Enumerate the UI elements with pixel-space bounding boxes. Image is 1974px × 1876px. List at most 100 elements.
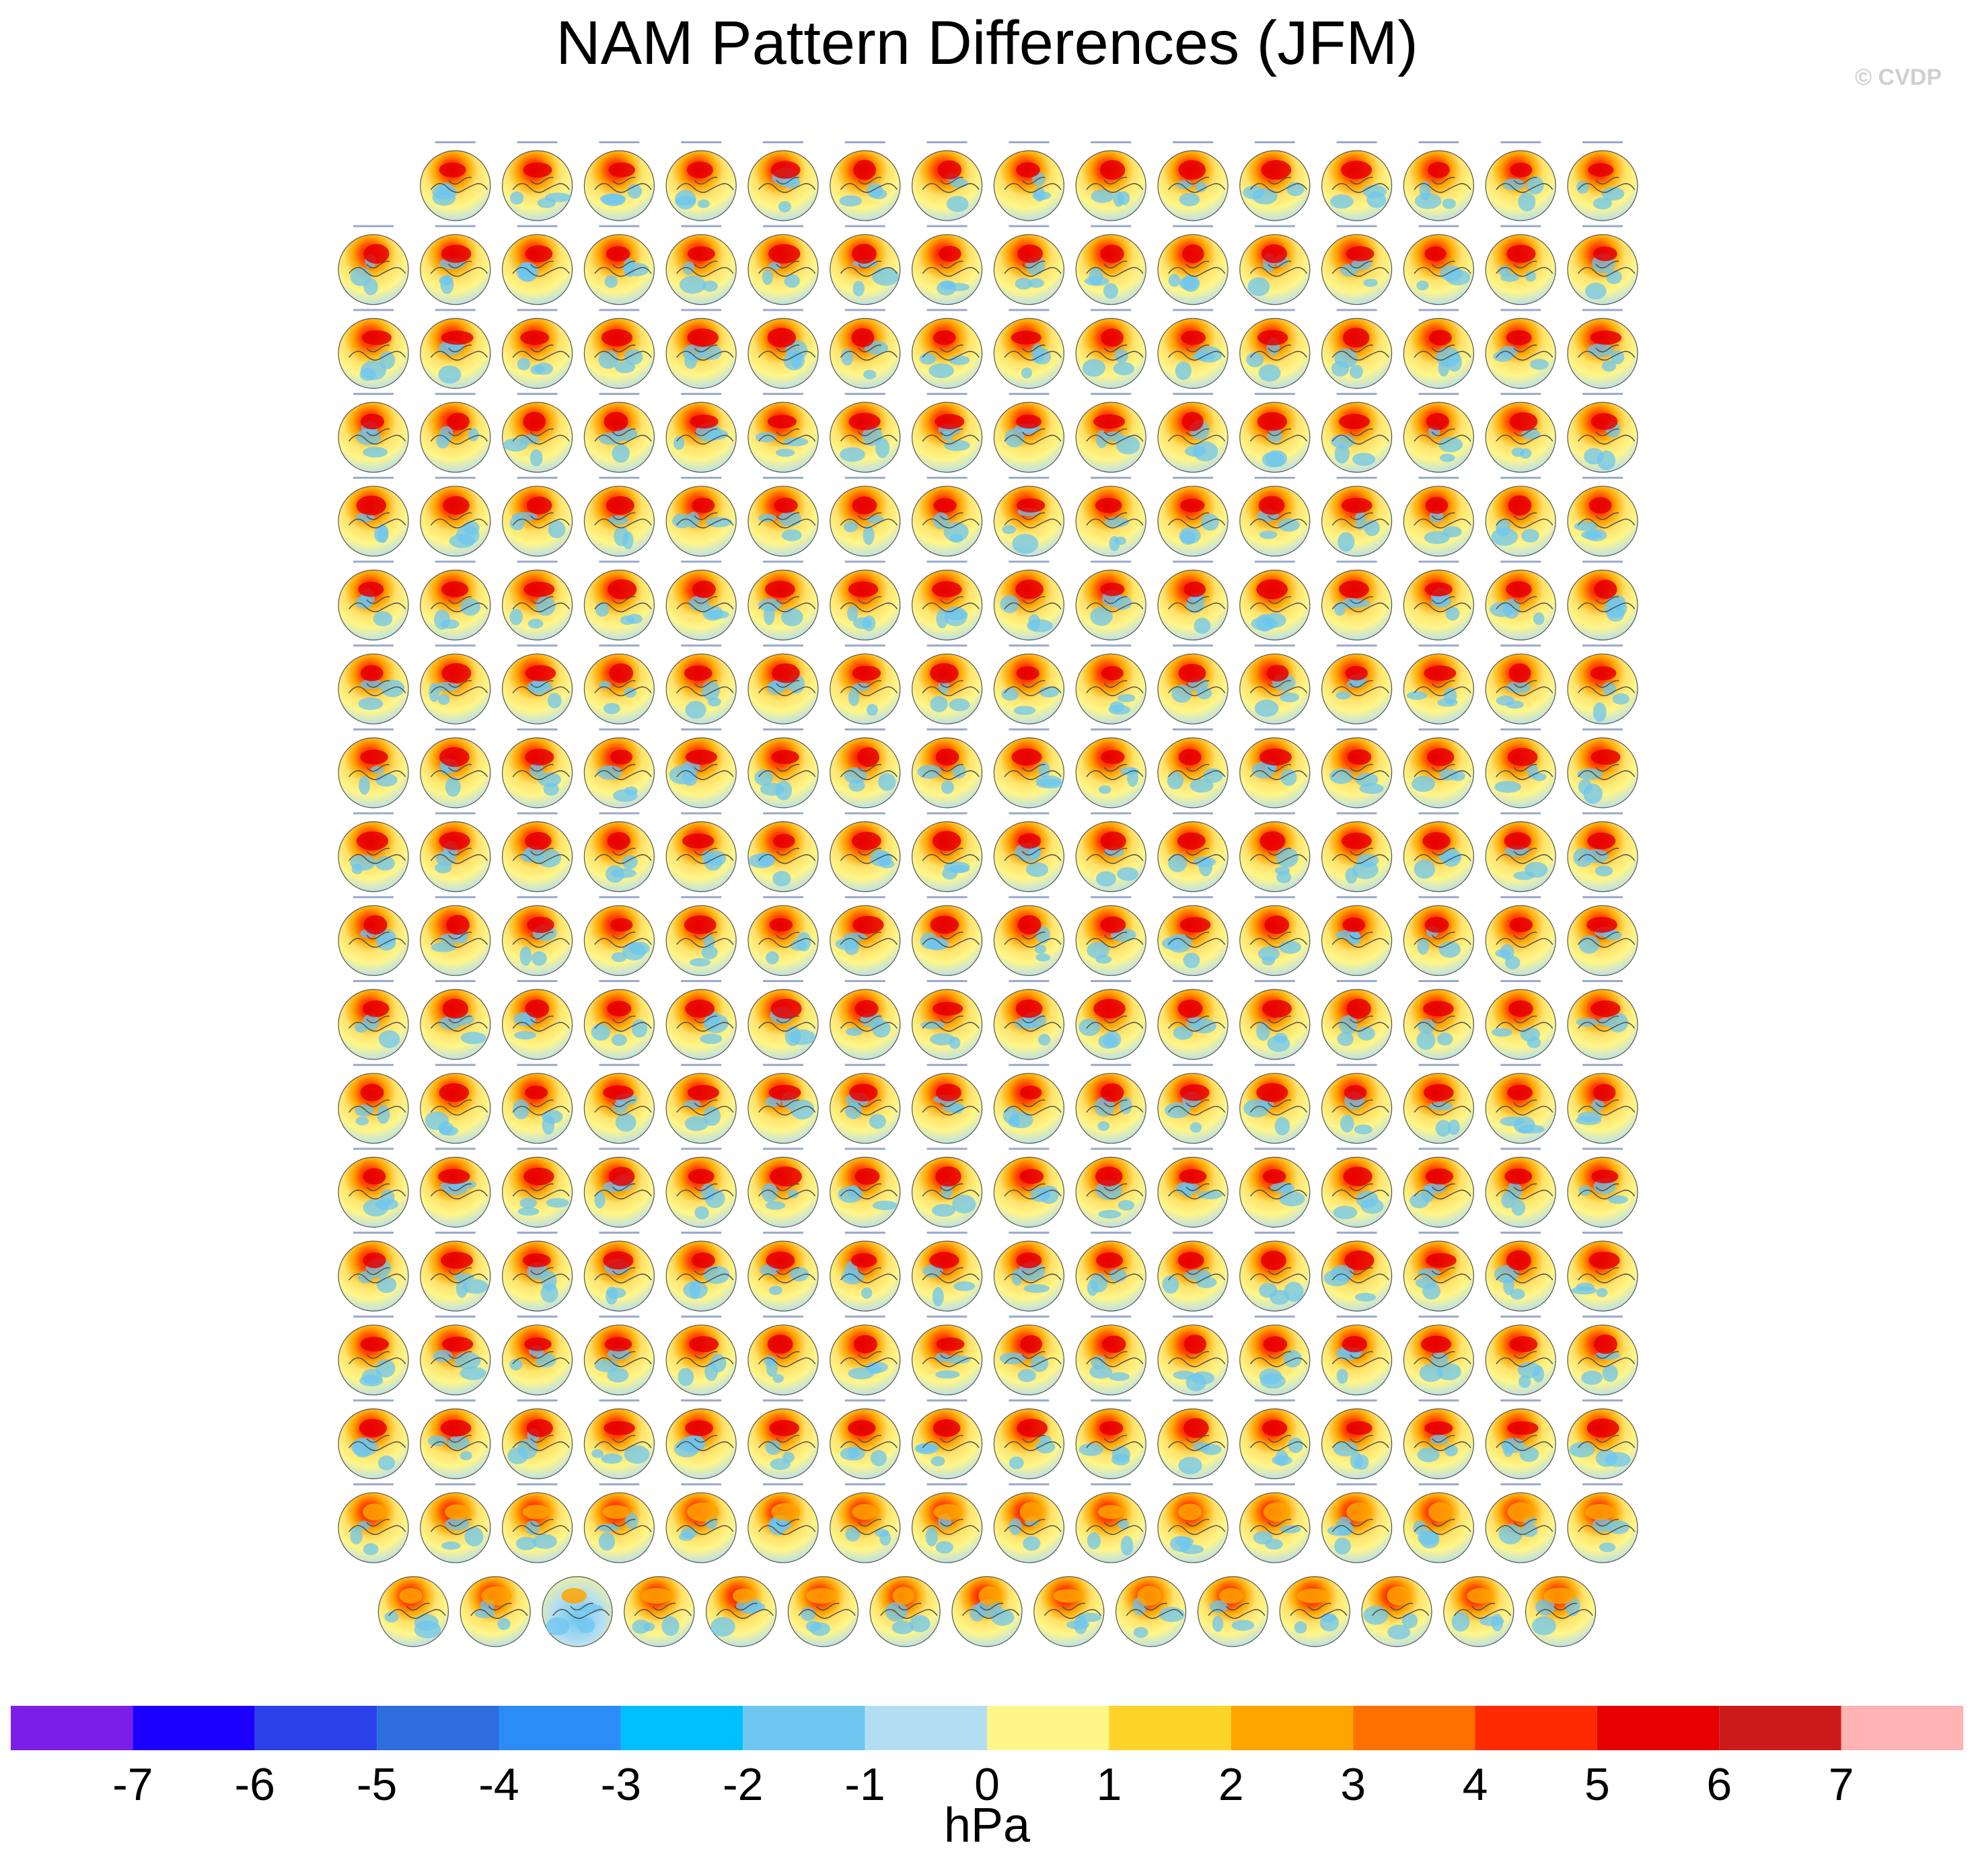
coastline — [349, 512, 406, 529]
negative-anomaly — [1337, 1031, 1354, 1047]
negative-anomaly — [1203, 768, 1223, 784]
negative-anomaly — [840, 447, 865, 462]
map-panel — [1321, 812, 1393, 893]
panel-caption — [1091, 1063, 1132, 1066]
map-panel — [747, 1315, 819, 1396]
negative-anomaly — [1518, 1124, 1545, 1134]
negative-anomaly — [1183, 952, 1200, 969]
panel-caption — [599, 560, 640, 563]
negative-anomaly — [1087, 942, 1109, 959]
panel-caption — [435, 560, 476, 563]
negative-anomaly — [1011, 1269, 1023, 1286]
map-disc — [747, 1324, 819, 1396]
map-panel — [1157, 560, 1229, 641]
negative-anomaly — [1254, 700, 1279, 717]
panel-caption — [1336, 728, 1377, 730]
positive-anomaly — [732, 1588, 756, 1604]
coastline — [1578, 1519, 1636, 1535]
coastline — [676, 1015, 734, 1032]
coastline — [1578, 1099, 1636, 1116]
coastline — [840, 428, 898, 445]
coastline — [962, 1602, 1020, 1619]
map-panel — [501, 309, 573, 389]
negative-anomaly — [532, 1534, 557, 1549]
panel-caption — [517, 980, 558, 982]
coastline — [1578, 848, 1636, 864]
coastline — [1086, 596, 1144, 613]
panel-caption — [1091, 1483, 1132, 1486]
positive-anomaly — [1467, 1588, 1493, 1604]
negative-anomaly — [530, 679, 547, 692]
positive-anomaly — [854, 1168, 880, 1185]
map-disc — [911, 1408, 983, 1480]
map-panel — [377, 1576, 449, 1647]
map-panel — [501, 393, 573, 473]
negative-anomaly — [1168, 854, 1187, 872]
panel-caption — [517, 1232, 558, 1234]
coastline — [1086, 932, 1144, 948]
map-panel — [1485, 728, 1556, 809]
positive-anomaly — [1015, 999, 1043, 1018]
coastline — [1249, 1267, 1307, 1283]
map-disc — [830, 317, 901, 389]
negative-anomaly — [1595, 1449, 1617, 1467]
positive-anomaly — [1182, 244, 1204, 264]
positive-anomaly — [438, 1168, 470, 1185]
map-panel — [1403, 1399, 1474, 1480]
negative-anomaly — [765, 1440, 781, 1455]
negative-anomaly — [852, 682, 871, 691]
negative-anomaly — [1513, 871, 1535, 880]
map-panel — [1403, 393, 1474, 473]
positive-anomaly — [1096, 1252, 1124, 1269]
coastline — [512, 1267, 570, 1283]
map-disc — [993, 402, 1065, 473]
map-disc — [1403, 150, 1474, 221]
negative-anomaly — [781, 529, 802, 541]
panel-caption — [1418, 1148, 1459, 1150]
panel-caption — [844, 1399, 885, 1402]
positive-anomaly — [604, 1421, 636, 1435]
positive-anomaly — [1101, 328, 1124, 347]
coastline — [594, 932, 652, 948]
panel-caption — [517, 812, 558, 815]
panel-caption — [1091, 1399, 1132, 1402]
map-panel — [1157, 1399, 1229, 1480]
negative-anomaly — [1436, 1033, 1453, 1046]
map-panel — [1239, 728, 1311, 809]
negative-anomaly — [1527, 176, 1544, 194]
negative-anomaly — [757, 852, 774, 866]
colorbar-tick-label: -3 — [601, 1759, 641, 1810]
negative-anomaly — [949, 1037, 961, 1049]
panel-caption — [517, 393, 558, 396]
negative-anomaly — [1354, 1124, 1373, 1135]
negative-anomaly — [844, 938, 860, 955]
coastline — [512, 176, 570, 193]
negative-anomaly — [703, 934, 715, 949]
coastline — [1496, 1519, 1553, 1535]
coastline — [1331, 1015, 1389, 1032]
negative-anomaly — [942, 1102, 965, 1113]
map-disc — [583, 150, 655, 221]
coastline — [1004, 1099, 1062, 1116]
negative-anomaly — [1113, 362, 1134, 375]
coastline — [758, 596, 816, 613]
negative-anomaly — [1097, 1121, 1110, 1131]
map-panel — [583, 1148, 655, 1228]
panel-caption — [763, 393, 803, 396]
negative-anomaly — [1243, 1098, 1270, 1118]
negative-anomaly — [1194, 182, 1207, 192]
negative-anomaly — [1021, 367, 1033, 379]
negative-anomaly — [1095, 430, 1108, 449]
map-disc — [747, 402, 819, 473]
map-panel — [993, 1399, 1065, 1480]
negative-anomaly — [607, 1348, 631, 1360]
map-panel — [1485, 896, 1556, 976]
negative-anomaly — [762, 269, 773, 285]
negative-anomaly — [1162, 1275, 1179, 1294]
panel-caption — [681, 1063, 722, 1066]
negative-anomaly — [772, 1374, 784, 1383]
negative-anomaly — [775, 448, 795, 457]
negative-anomaly — [1294, 1621, 1307, 1634]
positive-anomaly — [609, 663, 634, 683]
negative-anomaly — [1592, 1517, 1613, 1532]
